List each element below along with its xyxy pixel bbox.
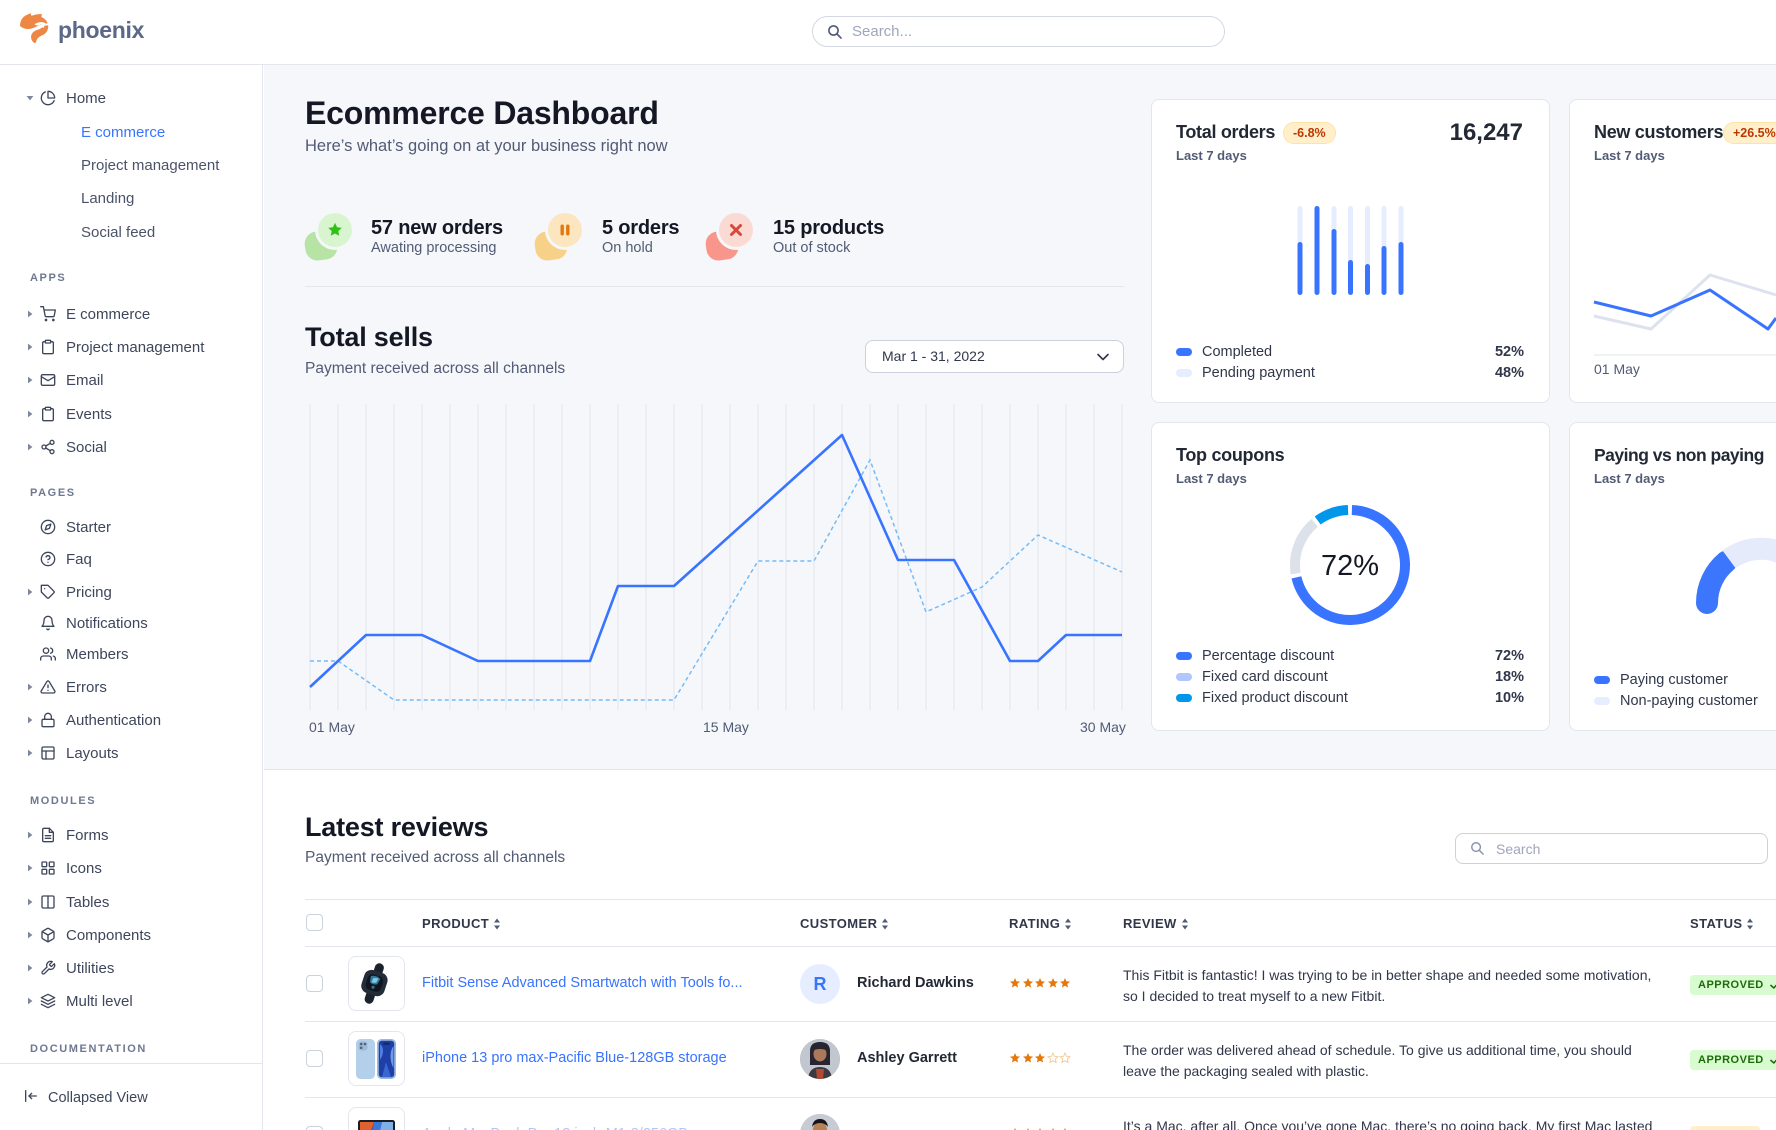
svg-text:72%: 72% xyxy=(1321,550,1379,582)
